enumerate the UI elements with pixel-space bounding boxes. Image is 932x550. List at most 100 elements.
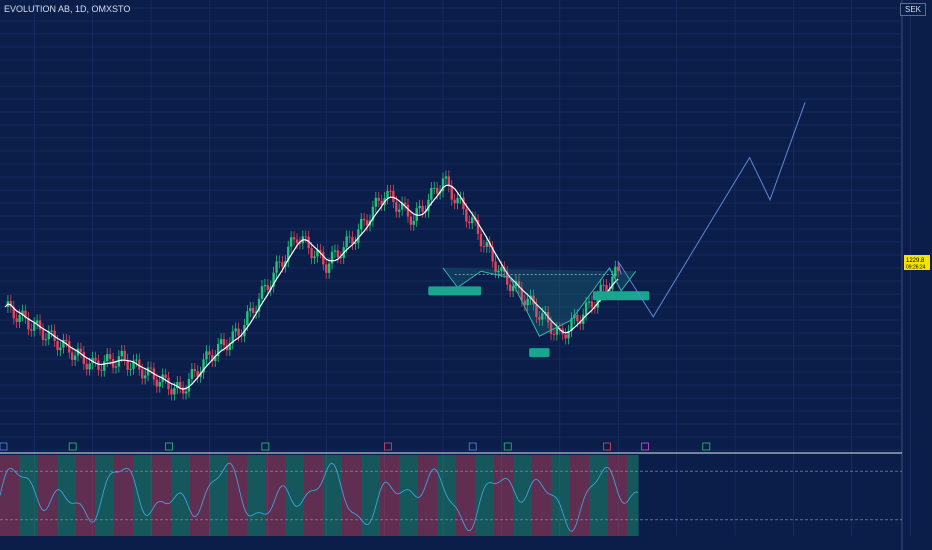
- candle-body: [117, 356, 121, 367]
- candle-body: [234, 328, 237, 332]
- candle-body: [491, 246, 494, 262]
- oscillator-band: [152, 455, 158, 536]
- oscillator-band: [63, 455, 76, 536]
- candle-body: [351, 237, 354, 245]
- candle-body: [88, 363, 91, 370]
- oscillator-band: [627, 455, 633, 536]
- candle-body: [497, 271, 500, 273]
- oscillator-band: [570, 455, 576, 536]
- candle-body: [508, 284, 512, 292]
- candle-body: [138, 359, 141, 370]
- last-price-tag: 1229.8 09:26:24: [904, 255, 930, 271]
- candle-body: [111, 359, 115, 368]
- oscillator-band: [76, 455, 82, 536]
- candle-body: [538, 317, 541, 320]
- oscillator-band: [25, 455, 38, 536]
- candle-body: [456, 197, 459, 204]
- candle-body: [143, 375, 147, 379]
- candle-body: [433, 187, 436, 189]
- candle-body: [295, 239, 299, 244]
- candle-body: [146, 367, 150, 376]
- candle-body: [535, 304, 538, 318]
- candle-body: [327, 263, 331, 273]
- candle-body: [307, 236, 310, 249]
- candle-body: [70, 352, 74, 360]
- oscillator-band: [158, 455, 171, 536]
- candle-body: [167, 377, 170, 390]
- candle-body: [310, 248, 313, 259]
- oscillator-band: [576, 455, 589, 536]
- oscillator-band: [348, 455, 361, 536]
- candle-body: [193, 369, 196, 372]
- oscillator-band: [215, 455, 228, 536]
- candle-body: [374, 197, 378, 207]
- pattern-outline: [442, 267, 637, 337]
- candle-body: [246, 311, 249, 325]
- candle-body: [141, 369, 144, 379]
- candle-body: [319, 249, 322, 253]
- candle-body: [471, 217, 474, 224]
- oscillator-band: [19, 455, 25, 536]
- event-marker: [641, 442, 649, 451]
- candle-body: [73, 355, 77, 360]
- candle-body: [325, 264, 328, 273]
- oscillator-band: [456, 455, 462, 536]
- candle-body: [427, 199, 430, 212]
- candle-body: [187, 379, 191, 392]
- candle-body: [15, 318, 18, 322]
- candle-body: [386, 190, 389, 199]
- oscillator-band: [57, 455, 63, 536]
- oscillator-band: [595, 455, 608, 536]
- currency-badge[interactable]: SEK: [899, 3, 926, 16]
- candle-body: [348, 236, 351, 238]
- candle-body: [406, 204, 410, 217]
- candle-body: [289, 237, 293, 247]
- candle-body: [587, 301, 591, 303]
- candle-body: [44, 339, 48, 341]
- candle-body: [190, 369, 194, 380]
- event-marker: [68, 442, 77, 451]
- oscillator-band: [44, 455, 57, 536]
- candle-body: [9, 301, 13, 307]
- oscillator-band: [38, 455, 44, 536]
- candle-body: [79, 348, 83, 353]
- candle-body: [526, 299, 529, 306]
- candle-body: [108, 354, 112, 360]
- candle-body: [333, 250, 337, 252]
- oscillator-band: [101, 455, 114, 536]
- candle-body: [59, 347, 62, 351]
- oscillator-band: [614, 455, 627, 536]
- candle-body: [517, 281, 521, 288]
- candle-body: [85, 363, 88, 370]
- candle-body: [135, 359, 138, 361]
- candle-body: [196, 371, 199, 377]
- oscillator-band: [190, 455, 196, 536]
- candle-body: [389, 190, 392, 192]
- candle-body: [12, 306, 15, 319]
- candle-body: [278, 261, 281, 263]
- oscillator-band: [462, 455, 475, 536]
- elliott-wave-projection: [617, 102, 806, 318]
- oscillator-band: [304, 455, 310, 536]
- oscillator-band: [120, 455, 133, 536]
- candle-body: [123, 350, 126, 360]
- candle-body: [173, 388, 176, 395]
- candle-body: [450, 186, 453, 200]
- candle-body: [412, 220, 415, 225]
- candle-body: [468, 221, 471, 224]
- candle-body: [114, 366, 118, 368]
- event-marker: [702, 442, 711, 451]
- candle-body: [444, 176, 448, 179]
- candle-body: [41, 329, 45, 340]
- event-marker: [0, 442, 8, 451]
- event-marker: [468, 442, 477, 451]
- moving-average-line: [4, 184, 619, 390]
- candle-body: [240, 335, 243, 337]
- right-shoulder-label-box: [592, 291, 650, 301]
- oscillator-band: [247, 455, 253, 536]
- oscillator-band: [500, 455, 513, 536]
- candle-body: [584, 302, 588, 315]
- oscillator-band: [209, 455, 215, 536]
